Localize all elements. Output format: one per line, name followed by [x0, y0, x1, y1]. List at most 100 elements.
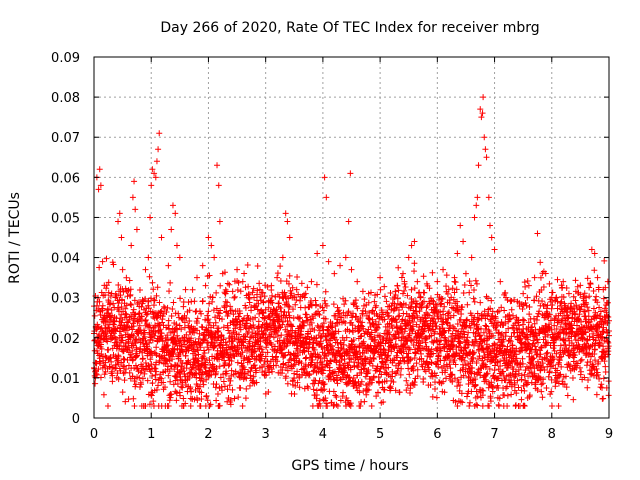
data-point-dense [234, 359, 241, 366]
data-point-dense [192, 338, 199, 345]
data-point [97, 182, 104, 189]
data-point-dense [526, 311, 533, 318]
data-point-dense [242, 334, 249, 341]
data-point-dense [110, 261, 117, 268]
data-point-dense [466, 402, 473, 409]
data-point-dense [281, 343, 288, 350]
data-point-dense [97, 341, 104, 348]
data-point-dense [320, 320, 327, 327]
data-point-dense [310, 386, 317, 393]
data-point-dense [316, 327, 323, 334]
data-point [284, 218, 291, 225]
data-point-dense [381, 293, 388, 300]
data-point [321, 174, 328, 181]
data-point-dense [293, 339, 300, 346]
data-point-dense [160, 379, 167, 386]
data-point-dense [281, 289, 288, 296]
data-point-dense [260, 310, 267, 317]
data-point-dense [153, 386, 160, 393]
data-point [497, 278, 504, 285]
data-point-dense [214, 328, 221, 335]
data-point-dense [115, 300, 122, 307]
data-point-dense [319, 323, 326, 330]
data-point-dense [192, 308, 199, 315]
data-point-dense [428, 359, 435, 366]
data-point-dense [236, 318, 243, 325]
data-point-dense [265, 363, 272, 370]
data-point-dense [213, 381, 220, 388]
data-point-dense [337, 361, 344, 368]
data-point-dense [227, 354, 234, 361]
data-point-dense [105, 299, 112, 306]
data-point-dense [123, 327, 130, 334]
data-point-dense [165, 317, 172, 324]
data-point-dense [187, 361, 194, 368]
data-point-dense [97, 312, 104, 319]
data-point [474, 194, 481, 201]
data-point [116, 210, 123, 217]
data-point-dense [593, 391, 600, 398]
data-point [462, 270, 469, 277]
data-point-dense [99, 302, 106, 309]
data-point-dense [353, 382, 360, 389]
data-point-dense [166, 326, 173, 333]
data-point-dense [563, 285, 570, 291]
data-point-dense [315, 368, 322, 375]
data-point-dense [554, 276, 561, 283]
data-point-dense [205, 346, 212, 353]
data-point-dense [178, 326, 185, 333]
data-point-dense [598, 381, 605, 388]
data-point-dense [177, 392, 184, 399]
data-point-dense [241, 270, 248, 277]
data-point-dense [197, 344, 204, 351]
data-point-dense [291, 293, 298, 300]
data-point-dense [238, 369, 245, 376]
data-point-dense [290, 306, 297, 313]
data-point-dense [139, 375, 146, 382]
data-point-dense [167, 394, 174, 401]
data-point-dense [333, 359, 340, 366]
data-point [331, 270, 338, 277]
data-point-dense [501, 392, 508, 399]
data-point-dense [523, 302, 530, 309]
data-point-dense [334, 316, 341, 323]
data-point-dense [174, 361, 181, 368]
data-point-dense [182, 400, 189, 407]
data-point [95, 186, 102, 193]
data-point-dense [223, 341, 230, 348]
data-point-dense [287, 351, 294, 358]
data-point-dense [601, 257, 608, 264]
y-tick-label: 0.08 [51, 91, 80, 106]
data-point-dense [526, 303, 533, 310]
data-point-dense [277, 263, 284, 270]
data-point-dense [406, 371, 413, 378]
data-point-dense [350, 374, 357, 381]
data-point-dense [242, 284, 249, 291]
data-point-dense [92, 380, 99, 387]
data-point-dense [235, 331, 242, 338]
data-point-dense [274, 358, 281, 365]
data-point-dense [364, 387, 371, 394]
data-point-dense [225, 362, 232, 369]
data-point-dense [257, 343, 264, 350]
data-point-dense [96, 264, 103, 271]
data-point [347, 170, 354, 177]
data-point-dense [181, 319, 188, 326]
y-tick-label: 0.01 [51, 372, 80, 387]
data-point-dense [347, 400, 354, 407]
data-point-dense [343, 334, 350, 341]
data-point-dense [200, 381, 207, 388]
data-point-dense [168, 391, 175, 398]
data-point-dense [306, 371, 313, 378]
data-point-dense [228, 357, 235, 364]
data-point-dense [284, 367, 291, 374]
data-point-dense [237, 326, 244, 333]
data-point-dense [288, 290, 295, 297]
data-point-dense [548, 402, 555, 409]
data-point-dense [466, 278, 473, 285]
data-point-dense [572, 277, 579, 284]
data-point-dense [265, 389, 272, 396]
data-point-dense [289, 284, 296, 291]
data-point-dense [420, 273, 427, 280]
data-point [482, 146, 489, 153]
